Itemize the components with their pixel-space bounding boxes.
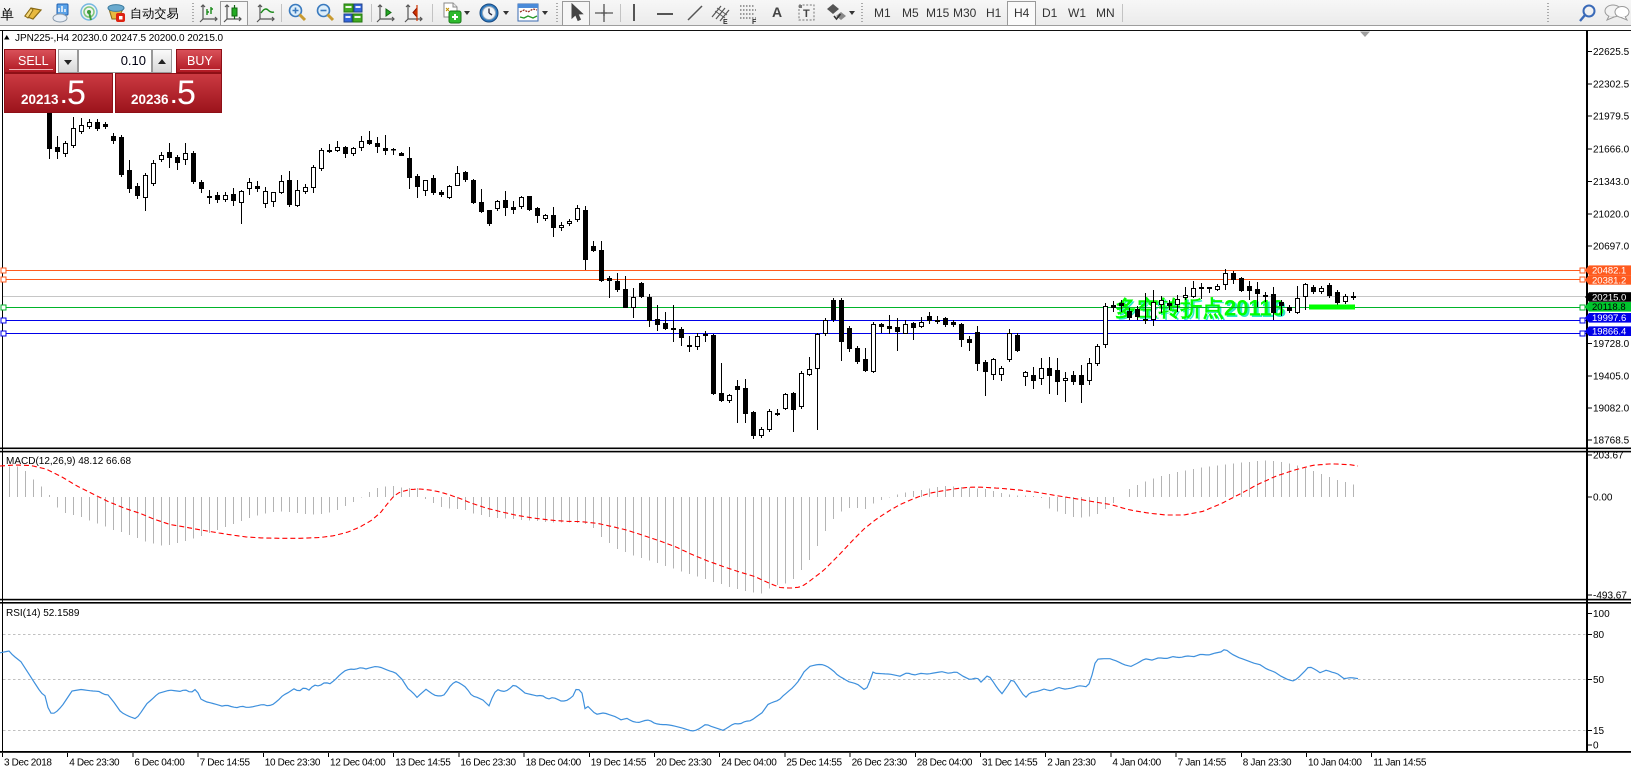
svg-text:24 Dec 04:00: 24 Dec 04:00 (721, 758, 777, 769)
svg-text:7 Jan 14:55: 7 Jan 14:55 (1178, 758, 1227, 769)
svg-text:28 Dec 04:00: 28 Dec 04:00 (917, 758, 973, 769)
svg-text:10 Jan 04:00: 10 Jan 04:00 (1308, 758, 1362, 769)
svg-text:20482.1: 20482.1 (1592, 266, 1626, 277)
svg-text:11 Jan 14:55: 11 Jan 14:55 (1373, 758, 1427, 769)
svg-text:20118.8: 20118.8 (1592, 302, 1626, 313)
svg-text:203.67: 203.67 (1593, 451, 1624, 462)
svg-text:15: 15 (1593, 726, 1605, 737)
svg-text:20381.2: 20381.2 (1592, 275, 1626, 286)
svg-text:19997.6: 19997.6 (1592, 313, 1626, 324)
svg-text:4 Jan 04:00: 4 Jan 04:00 (1112, 758, 1161, 769)
svg-text:RSI(14) 52.1589: RSI(14) 52.1589 (6, 608, 80, 619)
svg-text:100: 100 (1593, 609, 1610, 620)
svg-text:T: T (803, 8, 810, 20)
svg-text:4 Dec 23:30: 4 Dec 23:30 (69, 758, 120, 769)
svg-text:MACD(12,26,9) 48.12 66.68: MACD(12,26,9) 48.12 66.68 (6, 456, 132, 467)
svg-text:10 Dec 23:30: 10 Dec 23:30 (265, 758, 321, 769)
svg-text:6 Dec 04:00: 6 Dec 04:00 (134, 758, 185, 769)
svg-text:13 Dec 14:55: 13 Dec 14:55 (395, 758, 451, 769)
svg-text:31 Dec 14:55: 31 Dec 14:55 (982, 758, 1038, 769)
svg-text:20 Dec 23:30: 20 Dec 23:30 (656, 758, 712, 769)
svg-text:2 Jan 23:30: 2 Jan 23:30 (1047, 758, 1096, 769)
svg-text:F: F (752, 19, 757, 25)
svg-text:JPN225-,H4 20230.0 20247.5 20: JPN225-,H4 20230.0 20247.5 20200.0 20215… (15, 33, 224, 44)
svg-text:0: 0 (1593, 741, 1599, 752)
svg-text:3 Dec 2018: 3 Dec 2018 (4, 758, 52, 769)
svg-text:22302.5: 22302.5 (1593, 80, 1630, 91)
svg-text:22625.5: 22625.5 (1593, 47, 1630, 58)
svg-text:19 Dec 14:55: 19 Dec 14:55 (591, 758, 647, 769)
svg-text:19405.0: 19405.0 (1593, 372, 1630, 383)
svg-text:E: E (723, 19, 728, 25)
svg-text:18768.5: 18768.5 (1593, 436, 1630, 447)
svg-text:0.00: 0.00 (1593, 493, 1613, 504)
svg-text:18 Dec 04:00: 18 Dec 04:00 (526, 758, 582, 769)
svg-text:21666.0: 21666.0 (1593, 144, 1630, 155)
svg-text:-493.67: -493.67 (1593, 591, 1627, 602)
svg-text:80: 80 (1593, 630, 1605, 641)
svg-text:21979.5: 21979.5 (1593, 112, 1630, 123)
svg-text:8 Jan 23:30: 8 Jan 23:30 (1243, 758, 1292, 769)
svg-text:19082.0: 19082.0 (1593, 404, 1630, 415)
svg-text:26 Dec 23:30: 26 Dec 23:30 (852, 758, 908, 769)
svg-text:7 Dec 14:55: 7 Dec 14:55 (200, 758, 251, 769)
svg-text:19866.4: 19866.4 (1592, 327, 1626, 338)
svg-text:21020.0: 21020.0 (1593, 210, 1630, 221)
svg-text:19728.0: 19728.0 (1593, 339, 1630, 350)
svg-text:20697.0: 20697.0 (1593, 242, 1630, 253)
svg-text:20215.0: 20215.0 (1592, 292, 1626, 303)
svg-text:50: 50 (1593, 675, 1605, 686)
svg-text:12 Dec 04:00: 12 Dec 04:00 (330, 758, 386, 769)
svg-text:16 Dec 23:30: 16 Dec 23:30 (460, 758, 516, 769)
svg-text:21343.0: 21343.0 (1593, 177, 1630, 188)
svg-text:25 Dec 14:55: 25 Dec 14:55 (786, 758, 842, 769)
